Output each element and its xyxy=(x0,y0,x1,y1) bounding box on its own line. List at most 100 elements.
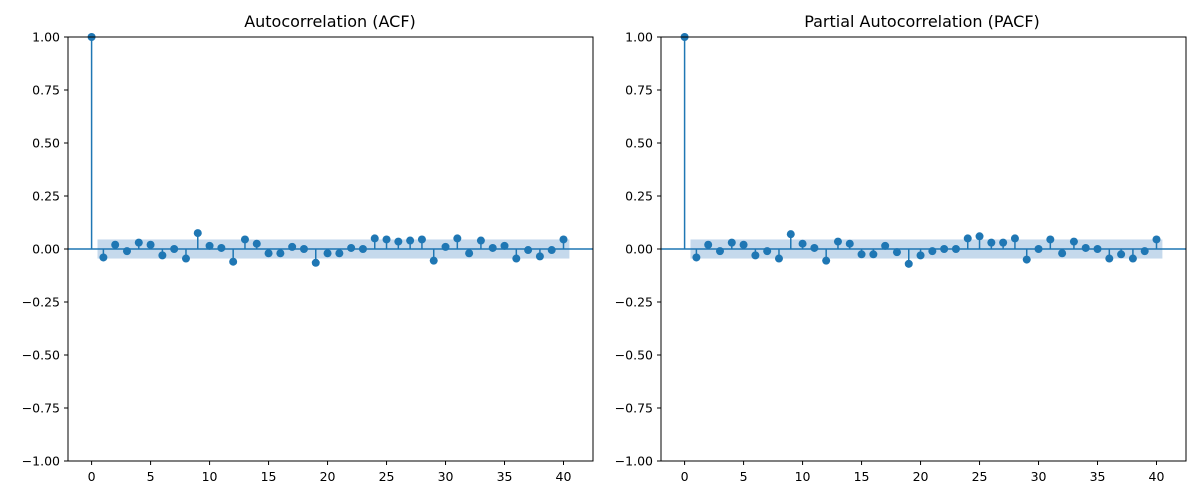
pacf-point xyxy=(763,247,772,256)
pacf-point xyxy=(774,254,783,263)
pacf-point xyxy=(987,238,996,247)
pacf-point xyxy=(822,256,831,265)
pacf-xtick-label: 30 xyxy=(1031,469,1047,484)
pacf-point xyxy=(1022,255,1031,264)
pacf-point xyxy=(845,239,854,248)
acf-point xyxy=(488,243,497,252)
acf-point xyxy=(122,247,131,256)
acf-ytick-label: −1.00 xyxy=(22,454,60,469)
acf-ytick-label: 0.25 xyxy=(32,189,60,204)
pacf-xtick-label: 25 xyxy=(972,469,988,484)
acf-point xyxy=(252,239,261,248)
acf-point xyxy=(465,249,474,258)
pacf-point xyxy=(892,248,901,257)
acf-point xyxy=(394,237,403,246)
pacf-point xyxy=(727,238,736,247)
pacf-point xyxy=(751,251,760,260)
pacf-point xyxy=(951,245,960,253)
acf-panel: Autocorrelation (ACF) 0 5 10 15 20 25 30 35 40 1.… xyxy=(22,12,594,484)
acf-point xyxy=(382,235,391,244)
acf-point xyxy=(229,257,238,266)
acf-point xyxy=(358,245,367,253)
acf-ytick-label: −0.75 xyxy=(22,401,60,416)
pacf-point xyxy=(810,243,819,252)
acf-xtick-label: 40 xyxy=(556,469,572,484)
acf-ytick-label: 0.75 xyxy=(32,83,60,98)
pacf-point xyxy=(1058,249,1067,258)
acf-point xyxy=(512,254,521,263)
acf-point xyxy=(370,234,379,243)
acf-point xyxy=(264,249,273,258)
acf-point xyxy=(429,256,438,265)
pacf-xtick-label: 15 xyxy=(854,469,870,484)
acf-point xyxy=(335,249,344,258)
pacf-ytick-label: 1.00 xyxy=(625,30,653,45)
acf-point xyxy=(417,235,426,244)
pacf-ytick-label: −1.00 xyxy=(615,454,653,469)
acf-point xyxy=(111,240,120,249)
acf-point xyxy=(158,251,167,260)
pacf-ytick-label: −0.25 xyxy=(615,295,653,310)
acf-point xyxy=(299,245,308,253)
pacf-xtick-label: 0 xyxy=(681,469,689,484)
pacf-point xyxy=(916,251,925,260)
acf-ytick-label: −0.25 xyxy=(22,295,60,310)
pacf-point xyxy=(1117,250,1126,259)
acf-xtick-label: 30 xyxy=(438,469,454,484)
pacf-title: Partial Autocorrelation (PACF) xyxy=(804,12,1040,31)
pacf-ytick-label: 0.00 xyxy=(625,242,653,257)
pacf-point xyxy=(1105,254,1114,263)
acf-xtick-label: 0 xyxy=(88,469,96,484)
pacf-point xyxy=(1034,245,1043,253)
acf-point xyxy=(288,242,297,251)
pacf-point xyxy=(833,237,842,246)
acf-point xyxy=(205,241,214,250)
acf-point xyxy=(193,229,202,238)
pacf-xtick-label: 35 xyxy=(1090,469,1106,484)
pacf-xtick-label: 20 xyxy=(913,469,929,484)
pacf-ytick-label: 0.75 xyxy=(625,83,653,98)
acf-ytick-label: 0.50 xyxy=(32,136,60,151)
pacf-panel: Partial Autocorrelation (PACF) 0 5 10 15 20 2… xyxy=(615,12,1187,484)
acf-point xyxy=(240,235,249,244)
pacf-xtick-label: 5 xyxy=(740,469,748,484)
pacf-point xyxy=(904,259,913,268)
pacf-point xyxy=(1152,235,1161,244)
pacf-point xyxy=(692,253,701,262)
acf-point xyxy=(406,236,415,245)
acf-point xyxy=(311,258,320,267)
acf-point xyxy=(134,238,143,247)
acf-point xyxy=(217,243,226,252)
pacf-point xyxy=(1069,237,1078,246)
pacf-ytick-label: −0.75 xyxy=(615,401,653,416)
pacf-point xyxy=(869,250,878,259)
acf-point xyxy=(476,236,485,245)
acf-ytick-label: 1.00 xyxy=(32,30,60,45)
acf-point xyxy=(500,241,509,250)
acf-point xyxy=(453,234,462,243)
pacf-point xyxy=(1128,254,1137,263)
pacf-point xyxy=(940,245,949,253)
acf-xtick-label: 5 xyxy=(147,469,155,484)
acf-point xyxy=(524,246,533,255)
pacf-point xyxy=(928,247,937,256)
pacf-xtick-label: 40 xyxy=(1149,469,1165,484)
pacf-point xyxy=(999,238,1008,247)
acf-ytick-label: −0.50 xyxy=(22,348,60,363)
acf-point xyxy=(99,253,108,262)
pacf-xtick-label: 10 xyxy=(795,469,811,484)
acf-point xyxy=(547,246,556,255)
pacf-point xyxy=(786,230,795,239)
acf-ytick-label: 0.00 xyxy=(32,242,60,257)
pacf-ytick-label: 0.50 xyxy=(625,136,653,151)
pacf-ytick-label: −0.50 xyxy=(615,348,653,363)
acf-point xyxy=(146,240,155,249)
acf-xtick-label: 10 xyxy=(202,469,218,484)
pacf-point xyxy=(715,247,724,256)
pacf-point xyxy=(975,232,984,241)
pacf-point xyxy=(857,250,866,259)
pacf-point xyxy=(798,239,807,248)
acf-point xyxy=(347,243,356,252)
pacf-point xyxy=(963,234,972,243)
